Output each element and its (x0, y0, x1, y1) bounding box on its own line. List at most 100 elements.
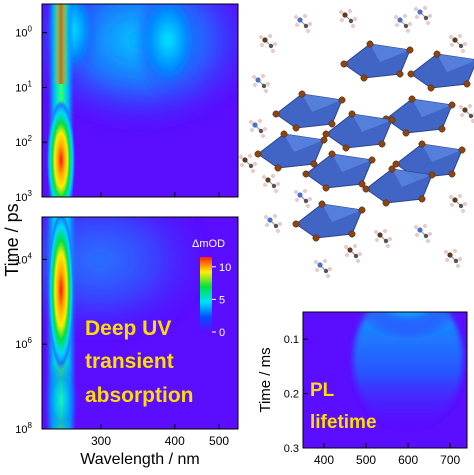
crystal-bromine-atom (329, 151, 335, 157)
crystal-hydrogen (348, 9, 351, 12)
crystal-bromine-atom (407, 47, 413, 53)
crystal-atom (462, 107, 467, 112)
crystal-bromine-atom (361, 75, 367, 81)
crystal-atom (417, 9, 422, 14)
crystal-hydrogen (414, 7, 417, 10)
crystal-hydrogen (428, 14, 431, 17)
crystal-hydrogen (308, 197, 311, 200)
y-axis-label-ps: Time / ps (2, 203, 22, 276)
crystal-hydrogen (261, 134, 264, 137)
crystal-hydrogen (463, 202, 466, 205)
crystal-hydrogen (306, 29, 309, 32)
heatmap-bottom-x-tick-label: 300 (91, 434, 111, 448)
crystal-atom (397, 17, 402, 22)
crystal-hydrogen (458, 257, 461, 260)
crystal-bromine-atom (321, 137, 327, 143)
crystal-bromine-atom (439, 126, 445, 132)
crystal-hydrogen (258, 119, 261, 122)
heatmap-bottom-x-tick-label: 400 (165, 434, 185, 448)
crystal-hydrogen (273, 42, 276, 45)
heatmap-top-y-tick-label: 103 (15, 189, 32, 204)
crystal-hydrogen (406, 29, 409, 32)
crystal-bromine-atom (341, 61, 347, 67)
pl-y-tick-label: 0.3 (284, 443, 299, 455)
heatmap-bottom-hotspot (48, 210, 74, 370)
heatmap-bottom-y-tick-label: 106 (15, 336, 32, 351)
pl-x-tick-label: 400 (314, 453, 334, 467)
crystal-hydrogen (463, 42, 466, 45)
crystal-hydrogen (426, 239, 429, 242)
crystal-hydrogen (423, 224, 426, 227)
crystal-bromine-atom (408, 71, 414, 77)
crystal-hydrogen (358, 252, 361, 255)
crystal-hydrogen (315, 268, 318, 271)
crystal-hydrogen (271, 174, 274, 177)
crystal-hydrogen (386, 244, 389, 247)
crystal-hydrogen (453, 249, 456, 252)
crystal-hydrogen (271, 49, 274, 52)
crystal-hydrogen (248, 154, 251, 157)
crystal-atom (242, 157, 247, 162)
crystal-bromine-atom (434, 51, 440, 57)
crystal-atom (297, 192, 302, 197)
crystal-hydrogen (415, 233, 418, 236)
crystal-bromine-atom (299, 91, 305, 97)
crystal-hydrogen (295, 23, 298, 26)
crystal-hydrogen (461, 49, 464, 52)
crystal-bromine-atom (428, 85, 434, 91)
crystal-atom (459, 44, 463, 48)
crystal-bromine-atom (419, 141, 425, 147)
x-axis-label-wavelength: Wavelength / nm (80, 451, 199, 468)
pl-x-tick-label: 600 (398, 453, 418, 467)
crystal-atom (459, 204, 463, 208)
crystal-hydrogen (261, 74, 264, 77)
crystal-bromine-atom (293, 221, 299, 227)
crystal-hydrogen (449, 195, 452, 198)
crystal-hydrogen (450, 203, 453, 206)
crystal-hydrogen (260, 43, 263, 46)
crystal-hydrogen (253, 162, 256, 165)
crystal-bromine-atom (409, 96, 415, 102)
crystal-hydrogen (423, 6, 426, 9)
crystal-atom (274, 224, 278, 228)
crystal-atom (417, 227, 422, 232)
crystal-atom (272, 184, 276, 188)
crystal-atom (349, 19, 353, 23)
heatmap-bottom-y-tick-label: 108 (15, 421, 32, 436)
crystal-hydrogen (460, 113, 463, 116)
colorbar-gradient (200, 257, 212, 332)
crystal-hydrogen (415, 15, 418, 18)
annotation-line-2: transient (85, 350, 174, 373)
crystal-bromine-atom (275, 165, 281, 171)
crystal-bromine-atom (449, 171, 455, 177)
crystal-hydrogen (353, 17, 356, 20)
crystal-hydrogen (263, 127, 266, 130)
crystal-atom (452, 197, 457, 202)
crystal-hydrogen (458, 34, 461, 37)
crystal-hydrogen (445, 258, 448, 261)
crystal-hydrogen (458, 194, 461, 197)
pl-y-tick-label: 0.2 (284, 389, 299, 401)
crystal-atom (249, 164, 253, 168)
crystal-atom (342, 12, 347, 17)
crystal-hydrogen (375, 238, 378, 241)
crystal-atom (259, 129, 263, 133)
crystal-atom (255, 77, 260, 82)
crystal-hydrogen (295, 198, 298, 201)
crystal-hydrogen (403, 14, 406, 17)
crystal-bromine-atom (273, 111, 279, 117)
crystal-atom (447, 252, 452, 257)
crystal-atom (454, 259, 458, 263)
crystal-bromine-atom (429, 172, 435, 178)
crystal-bromine-atom (303, 171, 309, 177)
crystal-bromine-atom (397, 71, 403, 77)
crystal-hydrogen (294, 190, 297, 193)
heatmap-top-y-tick-label: 100 (15, 25, 32, 40)
crystal-hydrogen (461, 209, 464, 212)
pl-annotation-line-1: PL (310, 380, 335, 401)
crystal-atom (265, 177, 270, 182)
crystal-bromine-atom (379, 141, 385, 147)
crystal-hydrogen (345, 253, 348, 256)
crystal-hydrogen (273, 214, 276, 217)
